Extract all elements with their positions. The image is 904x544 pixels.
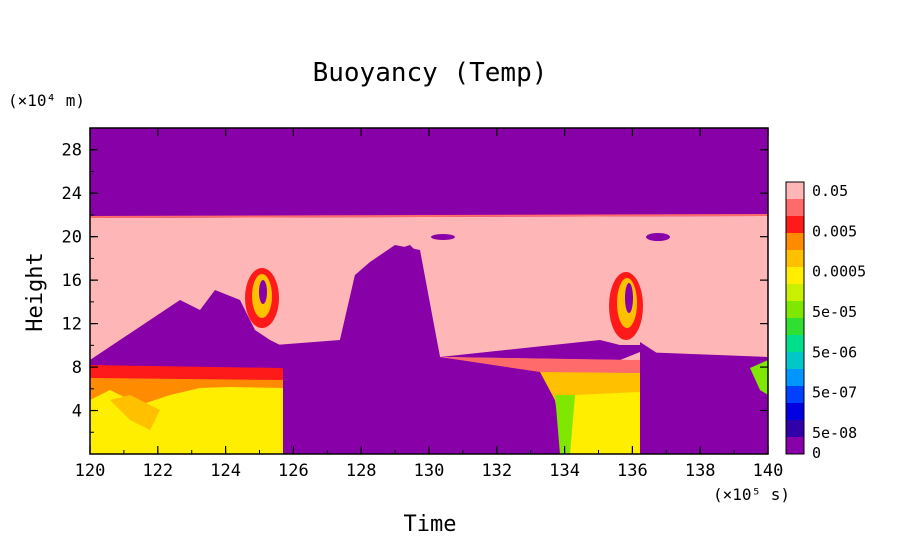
colorbar-swatch (786, 386, 804, 404)
region-right-green-edge (750, 360, 768, 395)
colorbar-swatch (786, 233, 804, 251)
x-tick-label: 124 (210, 461, 241, 481)
colorbar-frame (785, 181, 805, 455)
colorbar-swatch (786, 335, 804, 353)
x-unit-label: (×10⁵ s) (713, 485, 790, 504)
colorbar-swatch (786, 267, 804, 285)
y-tick-label: 4 (72, 402, 82, 422)
x-tick-label: 122 (142, 461, 173, 481)
region-lower-green-2 (555, 395, 575, 454)
x-tick-label: 140 (753, 461, 784, 481)
region-lower-red-1 (90, 365, 283, 380)
colorbar-swatch (786, 199, 804, 217)
y-tick-label: 20 (62, 228, 82, 248)
x-tick-label: 134 (549, 461, 580, 481)
region-lower-yellow-1 (90, 387, 283, 454)
colorbar-swatch (786, 352, 804, 370)
colorbar-swatch (786, 284, 804, 302)
region-ring-1-core (259, 280, 267, 304)
colorbar-swatch (786, 420, 804, 438)
colorbar-swatch (786, 301, 804, 319)
colorbar-label: 0.0005 (812, 263, 866, 281)
region-ring-2-core (625, 283, 633, 313)
colorbar-swatch (786, 318, 804, 336)
colorbar-label: 5e-06 (812, 343, 857, 361)
y-tick-label: 8 (72, 358, 82, 378)
region-lower-purple-1 (275, 245, 565, 454)
x-tick-label: 138 (685, 461, 716, 481)
y-tick-label: 28 (62, 141, 82, 161)
colorbar-swatch (786, 437, 804, 455)
chart-title: Buoyancy (Temp) (313, 58, 548, 88)
y-unit-label: (×10⁴ m) (8, 91, 85, 110)
region-blob-1 (431, 234, 455, 240)
colorbar-label: 0.05 (812, 182, 848, 200)
region-lower-orange-fleck (110, 395, 160, 430)
colorbar-swatch (786, 369, 804, 387)
x-tick-label: 128 (346, 461, 377, 481)
region-lower-purple-2 (640, 342, 768, 454)
colorbar-label: 0 (812, 444, 821, 462)
x-axis-ticks: 120 122 124 126 128 130 132 134 136 138 140 (75, 128, 784, 481)
colorbar-swatch (786, 250, 804, 268)
y-axis-ticks: 4 8 12 16 20 24 28 (62, 127, 768, 455)
colorbar-swatch (786, 182, 804, 200)
colorbar: 0.05 0.005 0.0005 5e-05 5e-06 5e-07 5e-08 0 (785, 181, 866, 462)
region-top-edge (90, 214, 768, 218)
colorbar-swatch (786, 403, 804, 421)
x-tick-label: 120 (75, 461, 106, 481)
x-tick-label: 132 (481, 461, 512, 481)
colorbar-label: 5e-08 (812, 424, 857, 442)
colorbar-swatch (786, 216, 804, 234)
y-tick-label: 24 (62, 184, 82, 204)
y-axis-label: Height (23, 252, 48, 331)
x-tick-label: 126 (278, 461, 309, 481)
colorbar-label: 5e-07 (812, 384, 857, 402)
region-blob-2 (646, 233, 670, 241)
region-lower-red-2 (440, 357, 640, 373)
colorbar-label: 5e-05 (812, 303, 857, 321)
x-tick-label: 136 (617, 461, 648, 481)
colorbar-label: 0.005 (812, 222, 857, 240)
y-tick-label: 12 (62, 315, 82, 335)
x-tick-label: 130 (414, 461, 445, 481)
x-axis-label: Time (404, 512, 457, 537)
region-lower-yellow-2 (570, 392, 640, 454)
plot-area (90, 128, 768, 454)
y-tick-label: 16 (62, 271, 82, 291)
